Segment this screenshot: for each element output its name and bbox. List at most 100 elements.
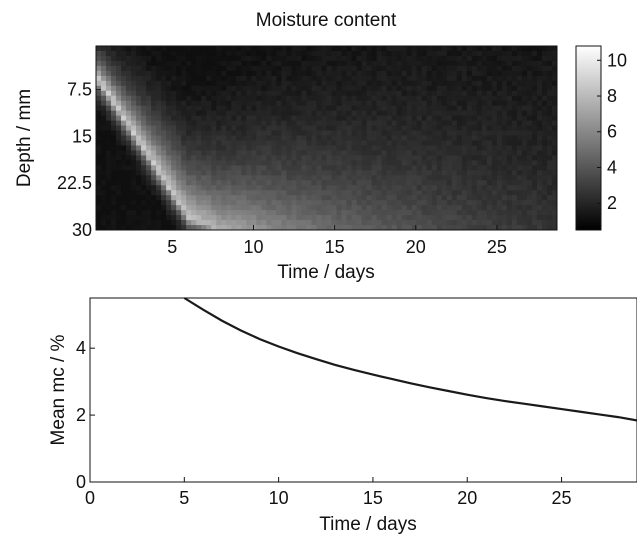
heatmap-cell [296,90,303,97]
heatmap-cell [341,80,348,87]
heatmap-cell [256,80,262,87]
heatmap-cell [311,225,318,230]
heatmap-cell [116,75,122,82]
heatmap-cell [346,210,353,216]
heatmap-cell [546,80,553,87]
heatmap-cell [106,135,112,142]
heatmap-cell [271,225,277,230]
heatmap-cell [511,55,518,62]
heatmap-cell [221,125,227,132]
heatmap-cell [186,150,192,156]
heatmap-cell [326,120,333,127]
heatmap-cell [106,170,112,176]
heatmap-cell [371,70,378,77]
heatmap-cell [156,90,162,97]
heatmap-cell [551,130,557,137]
heatmap-cell [536,145,543,152]
heatmap-cell [501,200,508,206]
heatmap-cell [136,50,142,57]
heatmap-cell [516,170,523,176]
heatmap-cell [256,95,262,102]
heatmap-cell [191,145,197,152]
heatmap-cell [551,170,557,176]
heatmap-cell [506,50,513,57]
heatmap-cell [531,190,538,196]
heatmap-cell [261,135,267,142]
heatmap-cell [386,55,393,62]
heatmap-cell [551,185,557,191]
heatmap-cell [101,75,107,82]
heatmap-cell [451,140,458,147]
heatmap-cell [146,160,152,166]
heatmap-cell [421,65,428,72]
heatmap-cell [201,185,207,191]
heatmap-cell [456,115,463,122]
heatmap-cell [461,195,468,201]
heatmap-cell [196,120,202,127]
heatmap-cell [96,130,102,137]
heatmap-cell [161,160,167,166]
heatmap-cell [201,46,207,52]
heatmap-cell [226,60,232,67]
heatmap-cell [341,75,348,82]
heatmap-cell [471,46,478,52]
heatmap-cell [451,130,458,137]
heatmap-cell [286,110,293,117]
heatmap-cell [371,60,378,67]
heatmap-cell [331,115,338,122]
heatmap-cell [401,115,408,122]
heatmap-cell [196,65,202,72]
heatmap-cell [291,160,298,166]
heatmap-cell [331,105,338,112]
heatmap-cell [346,140,353,147]
heatmap-cell [421,190,428,196]
heatmap-cell [376,150,383,156]
heatmap-cell [396,50,403,57]
heatmap-cell [111,120,117,127]
heatmap-cell [406,65,413,72]
heatmap-cell [141,70,147,77]
heatmap-cell [361,225,368,230]
heatmap-cell [291,100,298,107]
heatmap-cell [501,90,508,97]
heatmap-cell [431,220,438,226]
heatmap-cell [506,205,513,211]
heatmap-cell [536,115,543,122]
heatmap-cell [326,70,333,77]
heatmap-cell [146,135,152,142]
heatmap-cell [376,225,383,230]
heatmap-cell [531,80,538,87]
heatmap-cell [296,180,303,186]
heatmap-cell [491,195,498,201]
heatmap-cell [441,90,448,97]
heatmap-cell [126,220,132,226]
heatmap-cell [121,200,127,206]
heatmap-cell [501,130,508,137]
heatmap-cell [386,150,393,156]
heatmap-cell [166,130,172,137]
heatmap-cell [181,210,187,216]
heatmap-cell [196,90,202,97]
heatmap-cell [131,100,137,107]
heatmap-cell [186,165,192,171]
heatmap-cell [321,110,328,117]
heatmap-cell [466,120,473,127]
heatmap-cell [301,185,308,191]
heatmap-cell [426,165,433,171]
heatmap-cell [111,75,117,82]
heatmap-cell [261,80,267,87]
heatmap-cell [546,145,553,152]
heatmap-cell [431,75,438,82]
heatmap-cell [151,210,157,216]
heatmap-cell [136,125,142,132]
heatmap-cell [286,105,293,112]
heatmap-cell [186,225,192,230]
heatmap-cell [121,150,127,156]
heatmap-cell [251,130,257,137]
heatmap-cell [166,200,172,206]
heatmap-cell [546,185,553,191]
heatmap-cell [411,145,418,152]
heatmap-cell [276,180,282,186]
heatmap-cell [386,140,393,147]
heatmap-cell [526,95,533,102]
